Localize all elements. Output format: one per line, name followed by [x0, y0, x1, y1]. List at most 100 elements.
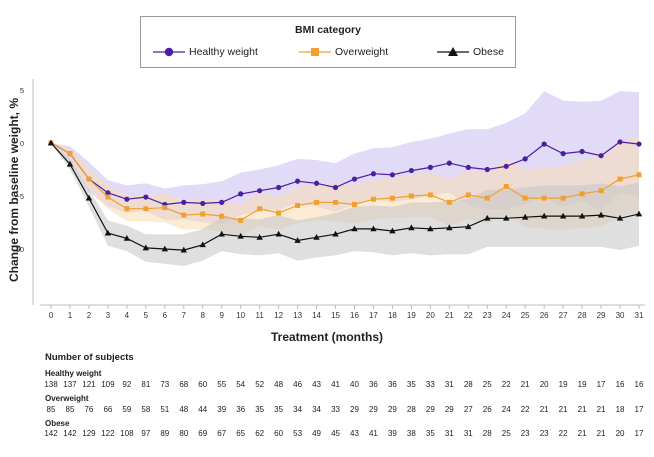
data-point: [256, 233, 263, 240]
subject-count: 48: [274, 380, 284, 389]
subject-count: 31: [463, 429, 473, 438]
data-point: [503, 163, 509, 169]
data-point: [503, 214, 510, 221]
legend-label: Overweight: [335, 46, 389, 58]
data-point: [616, 214, 624, 221]
subject-count: 65: [236, 429, 246, 438]
x-tick-label: 3: [106, 311, 111, 320]
subject-count: 138: [44, 380, 58, 389]
data-point: [484, 214, 491, 221]
data-point: [370, 171, 377, 177]
data-point: [275, 230, 282, 237]
data-point: [503, 183, 509, 189]
data-point: [408, 193, 414, 199]
data-point: [161, 245, 169, 252]
data-point: [559, 212, 567, 219]
x-tick-label: 9: [219, 311, 224, 320]
data-point: [597, 211, 605, 218]
subject-count: 35: [406, 380, 416, 389]
subject-count: 85: [65, 405, 75, 414]
subject-count: 85: [46, 405, 56, 414]
data-point: [389, 172, 396, 178]
subject-count: 81: [141, 380, 151, 389]
subject-count: 18: [615, 405, 625, 414]
y-tick-label: 5: [20, 86, 24, 95]
data-point: [598, 153, 604, 159]
subject-count: 21: [577, 429, 587, 438]
x-tick-label: 28: [578, 311, 587, 320]
data-point: [521, 213, 529, 220]
data-point: [560, 151, 566, 157]
data-point: [105, 194, 111, 200]
x-tick-label: 20: [426, 311, 435, 320]
data-point: [598, 188, 604, 194]
subject-count: 142: [44, 429, 58, 438]
subject-count: 59: [122, 405, 132, 414]
series-line: [50, 142, 640, 251]
subject-count: 34: [312, 405, 321, 414]
x-tick-label: 10: [236, 311, 245, 320]
subject-count: 40: [350, 380, 359, 389]
data-point: [199, 241, 206, 248]
data-point: [465, 164, 471, 170]
data-point: [180, 246, 187, 253]
subject-count: 49: [312, 429, 321, 438]
data-point: [218, 230, 225, 237]
subject-count: 29: [368, 405, 378, 414]
subject-count: 45: [331, 429, 340, 438]
data-point: [313, 233, 320, 240]
data-point: [579, 148, 585, 155]
legend-item-healthy-weight: Healthy weight: [153, 44, 258, 60]
subject-count: 23: [520, 429, 530, 438]
data-point: [86, 176, 92, 182]
data-point: [560, 195, 566, 201]
subject-count: 20: [539, 380, 549, 389]
triangle-marker-icon: [437, 47, 469, 56]
data-point: [541, 141, 547, 147]
subject-count: 69: [198, 429, 208, 438]
series-line: [50, 141, 640, 206]
subject-count: 46: [293, 380, 303, 389]
subjects-group-label: Obese: [45, 419, 70, 428]
data-point: [181, 212, 187, 218]
subject-count: 92: [122, 380, 132, 389]
x-tick-label: 13: [293, 311, 302, 320]
y-tick-label: -10: [13, 245, 24, 254]
subject-count: 48: [179, 405, 189, 414]
x-tick-label: 1: [68, 311, 73, 320]
subject-count: 28: [406, 405, 416, 414]
x-tick-label: 5: [144, 311, 149, 320]
data-point: [276, 184, 282, 191]
x-tick-label: 12: [274, 311, 283, 320]
legend-label: Healthy weight: [189, 46, 258, 58]
data-point: [522, 156, 528, 162]
x-tick-label: 14: [312, 311, 321, 320]
data-point: [617, 139, 623, 145]
subject-count: 108: [120, 429, 134, 438]
subject-count: 17: [596, 380, 606, 389]
subject-count: 68: [179, 380, 189, 389]
data-point: [465, 223, 472, 230]
data-point: [370, 225, 377, 232]
data-point: [295, 203, 301, 209]
subjects-group-label: Overweight: [45, 394, 89, 403]
subject-count: 29: [387, 405, 397, 414]
subject-count: 89: [160, 429, 170, 438]
subject-count: 23: [539, 429, 549, 438]
square-marker-icon: [299, 48, 331, 56]
data-point: [484, 195, 490, 201]
x-tick-label: 11: [255, 311, 264, 320]
x-tick-label: 6: [163, 311, 168, 320]
x-tick-label: 31: [635, 311, 644, 320]
subject-count: 27: [463, 405, 473, 414]
x-axis-label: Treatment (months): [270, 330, 384, 344]
subject-count: 21: [577, 405, 587, 414]
subject-count: 33: [331, 405, 340, 414]
subject-count: 62: [255, 429, 265, 438]
x-tick-label: 21: [445, 311, 454, 320]
x-tick-label: 22: [464, 311, 473, 320]
data-point: [333, 199, 339, 205]
data-point: [200, 200, 206, 207]
subject-count: 44: [198, 405, 208, 414]
data-point: [636, 172, 642, 178]
